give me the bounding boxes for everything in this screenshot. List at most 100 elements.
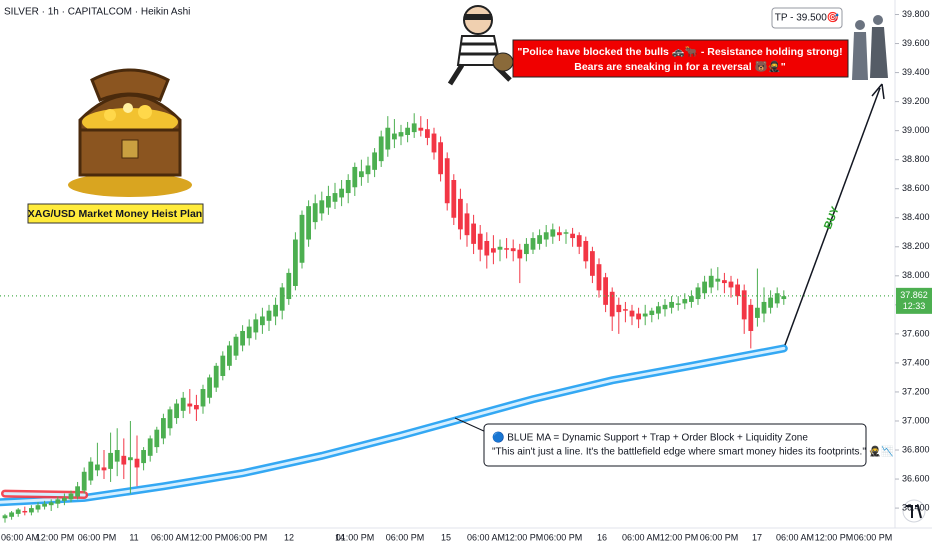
y-tick-label: 38.800 <box>902 154 930 164</box>
candle-body <box>636 313 641 320</box>
candle-body <box>29 508 34 513</box>
candle-body <box>702 281 707 294</box>
x-tick-label: 06:00 AM <box>1 532 39 542</box>
candle-body <box>240 330 245 346</box>
candle-body <box>200 389 206 407</box>
target-box <box>771 7 843 29</box>
x-tick-label: 12:00 PM <box>36 532 75 542</box>
candle-body <box>451 180 457 218</box>
x-tick-label: 17 <box>752 532 762 542</box>
candle-body <box>781 296 787 300</box>
candle-body <box>642 313 648 317</box>
candle-body <box>675 303 681 305</box>
candle-body <box>147 438 153 456</box>
candle-body <box>583 240 589 262</box>
candle-body <box>332 193 338 202</box>
y-tick-label: 39.400 <box>902 67 930 77</box>
candle-body <box>194 405 199 410</box>
moving-average-core <box>0 346 786 504</box>
y-tick-label: 39.600 <box>902 38 930 48</box>
candle-body <box>431 133 437 153</box>
candle-body <box>134 458 140 468</box>
candle-body <box>279 287 285 311</box>
callout-line: "Police have blocked the bulls 🚓🐂 - Resi… <box>517 46 842 58</box>
candle-body <box>372 152 377 170</box>
candle-body <box>411 123 417 133</box>
x-tick-label: 16 <box>597 532 607 542</box>
y-tick-label: 38.400 <box>902 212 930 222</box>
buy-arrow <box>784 87 881 346</box>
candle-body <box>299 214 305 263</box>
x-tick-label: 06:00 PM <box>229 532 268 542</box>
candle-body <box>154 429 160 448</box>
candle-body <box>708 275 714 288</box>
candle-body <box>669 301 674 308</box>
candle-body <box>207 377 212 398</box>
candle-body <box>253 319 259 333</box>
candle-body <box>306 206 311 240</box>
candle-body <box>755 307 760 318</box>
x-tick-label: 12:00 PM <box>660 532 699 542</box>
candle-body <box>233 336 239 356</box>
candle-body <box>22 510 28 513</box>
candle-body <box>557 232 562 236</box>
candle-body <box>345 180 351 194</box>
candle-body <box>471 223 476 244</box>
candle-body <box>405 127 410 136</box>
candle-body <box>728 281 734 288</box>
x-tick-label: 06:00 PM <box>78 532 117 542</box>
y-tick-label: 38.600 <box>902 183 930 193</box>
y-tick-label: 39.200 <box>902 96 930 106</box>
x-tick-label: 06:00 AM <box>467 532 505 542</box>
candle-body <box>121 455 127 465</box>
candle-body <box>603 277 608 305</box>
candle-body <box>42 503 47 507</box>
y-tick-label: 36.600 <box>902 473 930 483</box>
candle-body <box>101 467 107 471</box>
candle-body <box>392 133 397 140</box>
last-price-label: 37.862 <box>900 290 928 300</box>
x-tick-label: 06:00 PM <box>700 532 739 542</box>
chart-title: SILVER · 1h · CAPITALCOM · Heikin Ashi <box>4 7 190 18</box>
y-tick-label: 39.000 <box>902 125 930 135</box>
x-tick-label: 01:00 PM <box>336 532 375 542</box>
y-tick-label: 37.200 <box>902 386 930 396</box>
countdown-label: 12:33 <box>903 301 926 311</box>
candle-body <box>187 403 193 407</box>
plot-area <box>0 113 788 523</box>
heist-label-box <box>27 203 204 224</box>
candle-body <box>293 239 298 286</box>
candle-body <box>649 310 655 316</box>
candle-body <box>616 304 622 313</box>
figures-illustration <box>852 15 888 80</box>
candle-body <box>319 200 325 214</box>
candle-body <box>715 278 721 282</box>
candle-body <box>55 499 61 504</box>
candle-body <box>88 461 94 481</box>
candle-body <box>266 310 272 321</box>
candle-body <box>623 309 628 311</box>
buy-arrowhead <box>871 83 885 100</box>
candle-body <box>48 502 54 506</box>
heist-label: XAG/USD Market Money Heist Plan <box>28 208 202 220</box>
candle-body <box>141 450 146 464</box>
candle-body <box>312 203 318 223</box>
candle-body <box>444 158 450 204</box>
candle-body <box>768 297 773 308</box>
x-tick-label: 06:00 PM <box>386 532 425 542</box>
candle-body <box>682 299 688 304</box>
candle-body <box>497 246 503 250</box>
candle-body <box>246 326 252 339</box>
candle-body <box>378 136 384 162</box>
candle-body <box>570 233 575 239</box>
x-tick-label: 12:00 PM <box>815 532 854 542</box>
x-tick-label: 06:00 AM <box>622 532 660 542</box>
candle-body <box>227 345 232 366</box>
callout-box <box>512 39 849 78</box>
candle-body <box>15 509 21 514</box>
candle-body <box>95 464 100 471</box>
candle-body <box>128 457 133 461</box>
candle-body <box>458 198 463 230</box>
candle-body <box>550 229 556 237</box>
y-tick-label: 37.600 <box>902 328 930 338</box>
